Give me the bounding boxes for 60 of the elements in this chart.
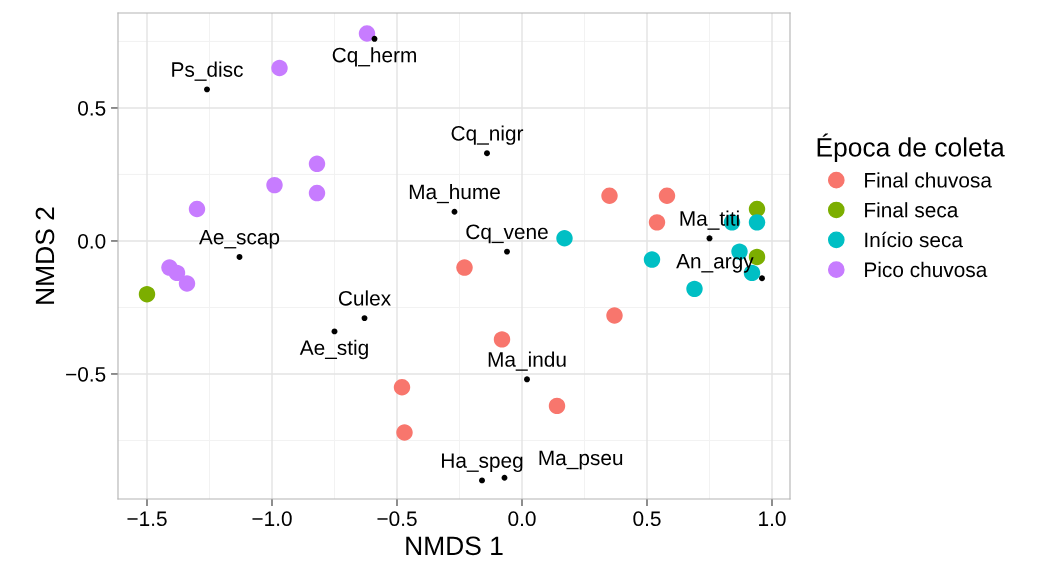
legend-label: Pico chuvosa: [865, 261, 988, 278]
point: [601, 187, 618, 204]
point: [271, 59, 288, 77]
annotation: Ma_hume: [409, 183, 500, 204]
point: [308, 155, 326, 173]
annotation: Ha_speg: [442, 453, 523, 473]
x-axis-title: NMDS 1: [406, 536, 503, 556]
legend-label: Final seca: [865, 202, 959, 218]
point: [686, 280, 703, 298]
annotation: Ae_stig: [299, 339, 368, 360]
y-tick-label: −0.5: [66, 366, 106, 382]
x-tick-label: −0.5: [377, 511, 417, 527]
point: [643, 251, 661, 268]
point: [204, 86, 210, 93]
point: [484, 150, 490, 157]
point: [371, 35, 378, 42]
point: [168, 264, 186, 282]
x-tick-label: −1.5: [127, 511, 167, 527]
point: [308, 184, 326, 202]
point: [331, 328, 338, 335]
annotation: Cq_herm: [332, 47, 416, 67]
x-tick-label: 0.5: [633, 511, 661, 527]
x-tick-label: 0.0: [508, 511, 536, 527]
annotation: Ma_indu: [488, 351, 566, 371]
point: [188, 200, 206, 218]
point: [396, 424, 413, 441]
point: [748, 214, 766, 231]
point: [606, 307, 623, 324]
annotation: Ma_pseu: [539, 450, 623, 470]
point: [759, 275, 765, 282]
legend-label: Final chuvosa: [865, 172, 992, 188]
y-axis-title: NMDS 2: [35, 207, 55, 304]
point: [493, 331, 511, 348]
point: [236, 253, 243, 260]
point: [658, 187, 676, 204]
point: [748, 200, 766, 218]
point: [358, 25, 376, 42]
annotation: Ae_scap: [199, 229, 280, 249]
point: [361, 315, 368, 322]
point: [178, 275, 196, 292]
point: [456, 259, 473, 276]
annotation: Culex: [338, 290, 391, 306]
point: [504, 248, 510, 255]
annotation: Cq_vene: [466, 224, 548, 244]
point: [393, 379, 411, 396]
legend-title: Época de coleta: [817, 133, 1005, 162]
point: [479, 477, 485, 484]
y-tick-label: 0.5: [78, 100, 106, 116]
point: [648, 214, 666, 231]
y-tick-label: 0.0: [78, 233, 106, 249]
point: [266, 176, 283, 194]
annotation: Cq_nigr: [451, 125, 524, 145]
point: [556, 230, 573, 247]
point: [138, 285, 156, 303]
legend-label: Início seca: [865, 231, 963, 248]
point: [524, 376, 530, 383]
x-tick-label: 1.0: [759, 511, 786, 527]
x-tick-label: −1.0: [252, 511, 292, 527]
point: [548, 397, 566, 415]
annotation: Ps_disc: [172, 61, 243, 81]
